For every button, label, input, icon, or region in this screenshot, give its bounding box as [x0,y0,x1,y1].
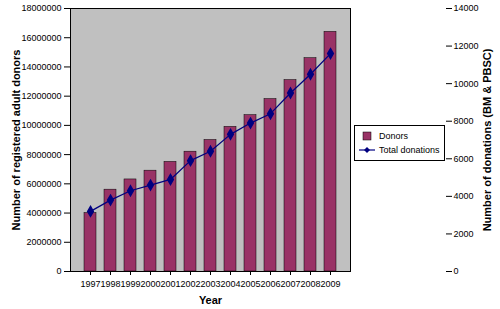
svg-text:8000: 8000 [454,116,474,126]
svg-text:1997: 1997 [80,279,100,289]
svg-text:16000000: 16000000 [21,33,61,43]
svg-text:Number of registered adult don: Number of registered adult donors [10,50,22,231]
svg-text:2005: 2005 [240,279,260,289]
svg-text:12000: 12000 [454,41,479,51]
svg-text:18000000: 18000000 [21,3,61,13]
svg-text:14000000: 14000000 [21,62,61,72]
svg-text:14000: 14000 [454,3,479,13]
svg-text:2004: 2004 [220,279,240,289]
svg-text:10000000: 10000000 [21,120,61,130]
html-text:Donors: Donors [379,131,408,141]
svg-text:Number of donations (BM & PBSC: Number of donations (BM & PBSC) [481,48,493,231]
svg-text:6000000: 6000000 [26,179,61,189]
svg-text:2000000: 2000000 [26,237,61,247]
svg-text:1999: 1999 [120,279,140,289]
svg-text:2002: 2002 [180,279,200,289]
svg-text:2000: 2000 [140,279,160,289]
svg-text:10000: 10000 [454,79,479,89]
svg-text:8000000: 8000000 [26,149,61,159]
svg-text:0: 0 [56,266,61,276]
svg-text:6000: 6000 [454,154,474,164]
svg-text:2008: 2008 [300,279,320,289]
svg-text:Year: Year [199,294,223,306]
svg-text:1998: 1998 [100,279,120,289]
html-text:Total donations: Total donations [379,145,440,155]
svg-text:2003: 2003 [200,279,220,289]
svg-text:4000: 4000 [454,191,474,201]
svg-text:0: 0 [454,266,459,276]
svg-text:2009: 2009 [320,279,340,289]
svg-text:4000000: 4000000 [26,208,61,218]
svg-text:2000: 2000 [454,229,474,239]
svg-text:2007: 2007 [280,279,300,289]
svg-text:12000000: 12000000 [21,91,61,101]
svg-text:2001: 2001 [160,279,180,289]
svg-text:2006: 2006 [260,279,280,289]
